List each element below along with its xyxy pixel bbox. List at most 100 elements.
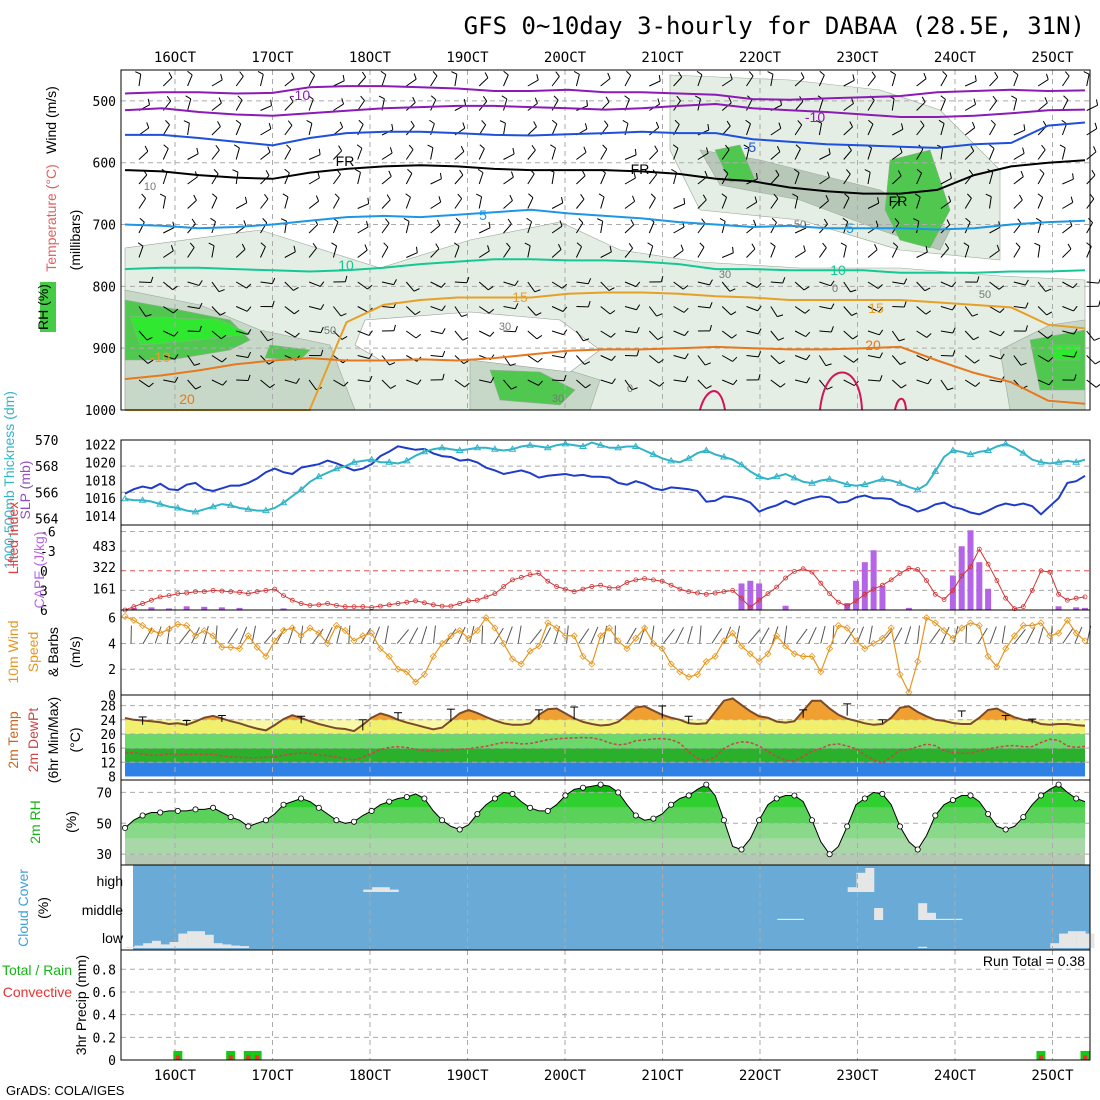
wind-barb-flag — [874, 244, 878, 250]
lifted-index-point — [448, 603, 454, 609]
rh-contour-label: 50 — [324, 325, 336, 337]
wind-barb — [527, 306, 537, 316]
rh-point — [791, 792, 798, 799]
wind-barb — [818, 74, 825, 87]
wind-barb-flag — [634, 148, 637, 155]
wind-barb-flag — [587, 300, 591, 307]
wind-barb-flag — [222, 380, 228, 386]
wind-barb — [163, 250, 174, 258]
cape-bar — [183, 606, 190, 610]
wind-barb-flag — [365, 220, 369, 228]
wind-barb — [867, 281, 879, 289]
lifted-index-point — [818, 580, 824, 586]
wind-barb — [648, 174, 657, 185]
wind-barb-flag — [636, 327, 640, 334]
wind-barb-flag — [341, 98, 344, 105]
wind-barb — [600, 221, 604, 234]
wind-barb-flag — [973, 98, 977, 105]
rh-shading — [1049, 344, 1081, 361]
wind-barb — [211, 355, 223, 363]
wind-barb-flag — [378, 95, 385, 100]
wind-barb-flag — [897, 170, 902, 177]
lifted-index-point — [131, 604, 137, 610]
wind-barb-flag — [920, 120, 925, 126]
wind-speed-point — [922, 614, 931, 622]
lifted-index-point — [589, 584, 595, 589]
wind-barb — [916, 196, 921, 209]
wind-barb — [1013, 629, 1026, 644]
cloud-bar — [239, 946, 249, 948]
wind-barb-flag — [429, 119, 435, 125]
wind-barb — [332, 174, 341, 185]
wind-barb-flag — [851, 312, 858, 316]
wind-barb — [138, 379, 150, 388]
wind-barb-flag — [460, 145, 465, 152]
wind-barb-flag — [1070, 196, 1074, 203]
wind-barb — [624, 306, 637, 311]
isotherm-line — [124, 345, 1086, 405]
rh-point — [720, 817, 727, 824]
lifted-index-point — [915, 567, 921, 572]
wind-speed-point — [729, 629, 737, 637]
cape-bar — [236, 607, 243, 610]
wind-barb-flag — [926, 333, 932, 338]
wind-barb-flag — [719, 217, 726, 222]
wind-barb-flag — [244, 196, 248, 203]
wind-speed-point — [773, 632, 781, 640]
cape-bar — [967, 530, 974, 610]
contour-label: 10 — [830, 262, 846, 278]
wind-speed-point — [737, 642, 746, 650]
wind-barb — [308, 379, 317, 390]
wind-barb — [527, 79, 539, 87]
lifted-index-point — [994, 578, 1000, 583]
wind-speed-point — [191, 632, 200, 640]
thickness-marker — [790, 473, 799, 481]
wind-barb-flag — [390, 385, 396, 389]
wind-barb-flag — [233, 144, 240, 149]
wind-barb — [1062, 281, 1074, 289]
upper-y-tick-label: 900 — [93, 342, 116, 357]
lifted-index-point — [677, 586, 683, 592]
wind-barb-flag — [633, 172, 636, 179]
precip-bar — [255, 1055, 260, 1060]
rh-point — [139, 812, 146, 819]
wind-barb-flag — [845, 169, 851, 175]
wind-barb — [721, 221, 726, 234]
rh-point — [227, 814, 234, 821]
rh-point — [122, 824, 129, 831]
cloud-bar — [953, 918, 963, 920]
wind-barb — [891, 355, 901, 365]
lifted-tick-label: 0 — [40, 565, 48, 580]
wind-barb-flag — [563, 374, 567, 381]
wind-barb-flag — [1023, 124, 1026, 131]
lifted-index-point — [765, 591, 771, 597]
wind-barb — [333, 379, 344, 387]
wind-barb-flag — [771, 217, 777, 223]
wind-barb — [1037, 306, 1047, 316]
wind-barb — [454, 246, 460, 258]
wind-barb-flag — [758, 374, 761, 381]
wind-barb-flag — [655, 121, 660, 128]
wind-barb-flag — [410, 120, 415, 127]
wind-barb-flag — [925, 246, 928, 253]
lifted-index-point — [651, 577, 656, 583]
wind-barb — [357, 100, 365, 111]
wind-speed-point — [658, 645, 666, 653]
wind-barb-flag — [1017, 218, 1022, 224]
wind-speed-point — [852, 637, 860, 645]
lifted-index-point — [351, 604, 357, 610]
wind-barb — [770, 222, 777, 234]
wind-barb-flag — [531, 145, 536, 151]
wind-barb — [1062, 248, 1072, 258]
wind-barb-flag — [557, 243, 562, 250]
wind-barb — [819, 330, 832, 333]
wind-barb-flag — [368, 330, 373, 336]
wind-speed-point — [376, 645, 384, 653]
wind-barb — [648, 197, 656, 209]
wind-barb-flag — [1048, 379, 1054, 386]
thickness-marker — [279, 498, 288, 506]
wind-barb-flag — [946, 219, 951, 226]
wind-barb — [721, 355, 733, 362]
lifted-index-point — [739, 595, 744, 601]
wind-barb — [260, 128, 272, 136]
